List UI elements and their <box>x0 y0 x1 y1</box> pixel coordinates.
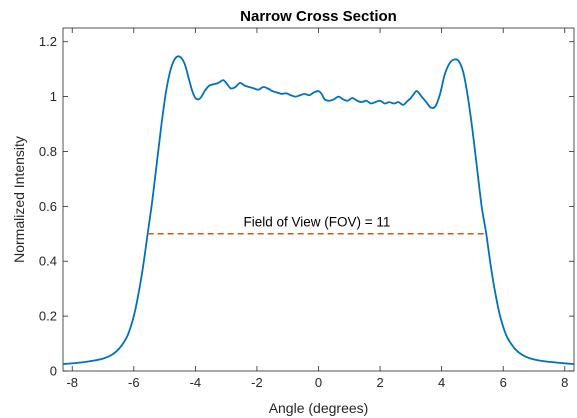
y-tick-label: 0.6 <box>39 199 57 214</box>
axes-box <box>62 27 575 372</box>
x-tick-label: -4 <box>190 375 202 390</box>
x-tick-label: 4 <box>438 375 445 390</box>
y-tick-label: 1.2 <box>39 34 57 49</box>
y-tick-label: 0 <box>50 364 57 379</box>
axes: -8 -6 -4 -2 0 2 4 6 8 0 0.2 0.4 0.6 0.8 1 1.2 <box>39 27 575 390</box>
y-axis-label: Normalized Intensity <box>11 136 27 263</box>
x-tick-label: -6 <box>128 375 140 390</box>
x-axis-label: Angle (degrees) <box>269 400 369 416</box>
y-tick-label: 0.4 <box>39 254 57 269</box>
x-tick-label: 0 <box>315 375 322 390</box>
chart-title: Narrow Cross Section <box>240 8 397 25</box>
x-tick-label: 2 <box>376 375 383 390</box>
fov-annotation: Field of View (FOV) = 11 <box>243 214 390 229</box>
x-tick-label: 8 <box>561 375 568 390</box>
x-tick-label: 6 <box>500 375 507 390</box>
y-tick-label: 1 <box>50 89 57 104</box>
y-tick-label: 0.8 <box>39 144 57 159</box>
x-tick-label: -8 <box>66 375 78 390</box>
plot-area <box>63 55 574 366</box>
y-tick-label: 0.2 <box>39 309 57 324</box>
x-tick-label: -2 <box>251 375 263 390</box>
intensity-series-line <box>63 55 574 366</box>
